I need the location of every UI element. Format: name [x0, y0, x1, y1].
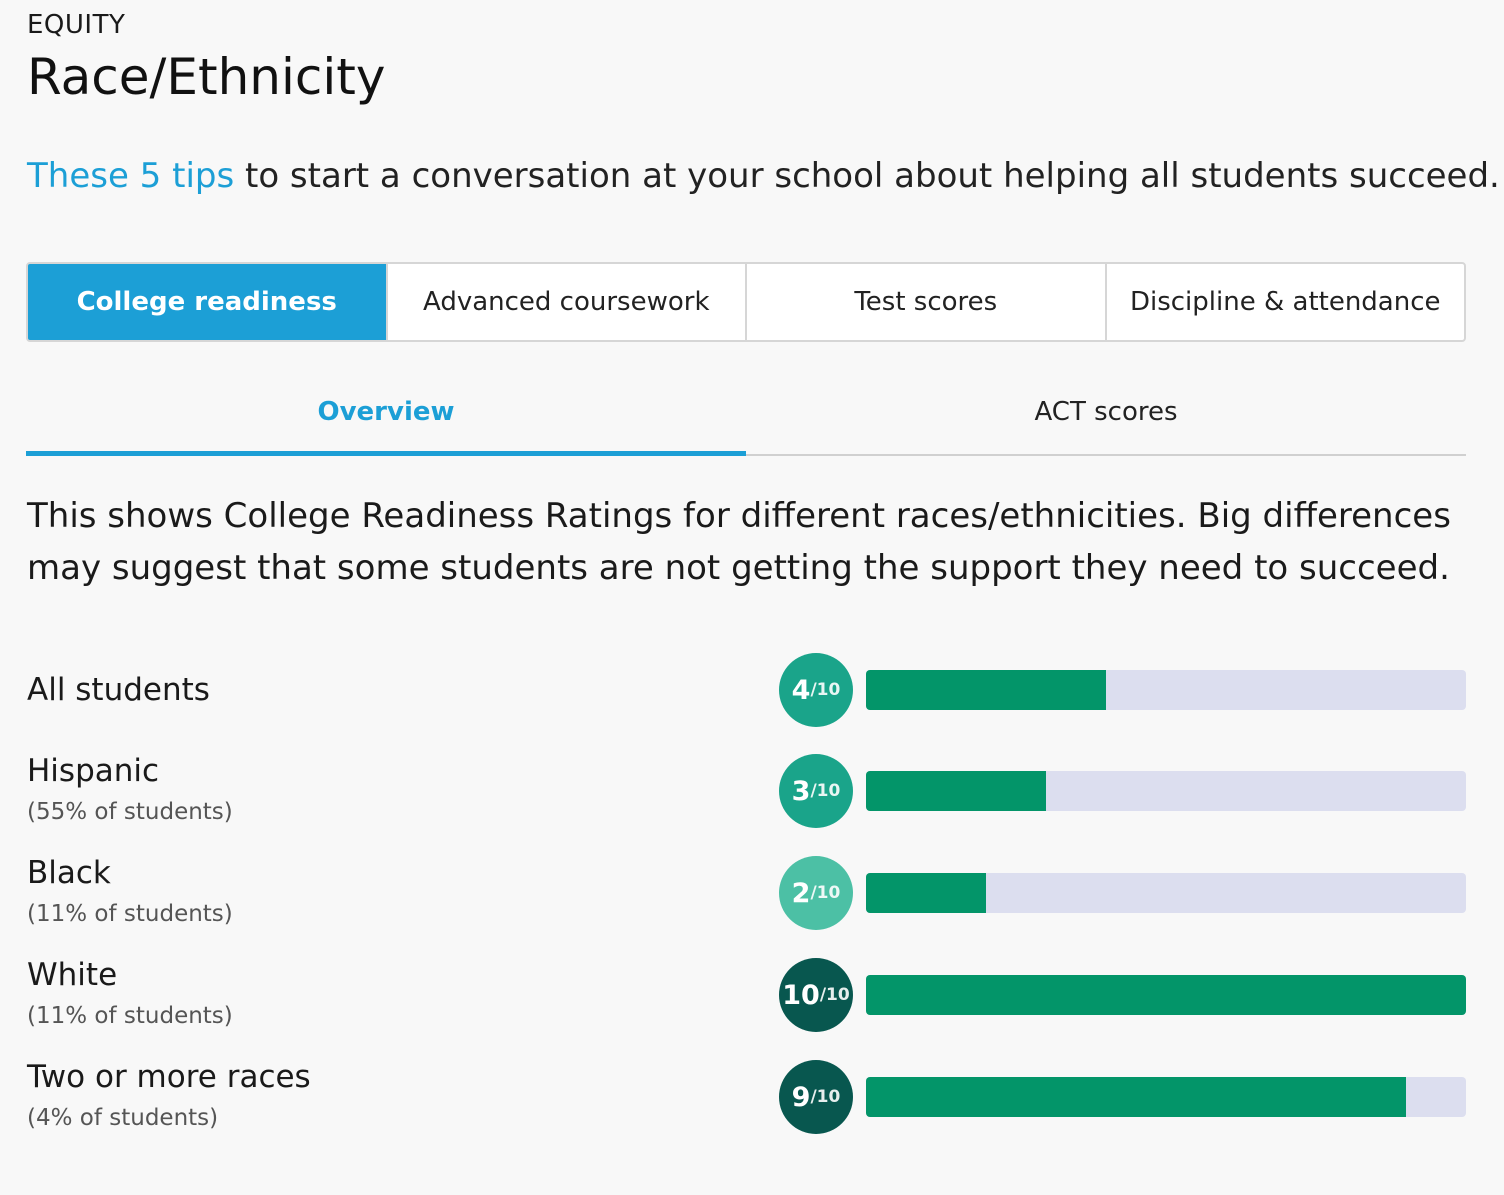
group-label: Black [27, 855, 111, 891]
tab-advanced-coursework[interactable]: Advanced coursework [388, 264, 747, 340]
rating-bar-track [866, 670, 1466, 710]
rating-max: /10 [810, 680, 841, 700]
rating-bar-fill [866, 975, 1466, 1015]
tips-text: to start a conversation at your school a… [234, 156, 1500, 196]
rating-row-hispanic: Hispanic (55% of students) 3/10 [0, 741, 1504, 831]
group-share: (11% of students) [27, 901, 233, 927]
rating-score: 2 [791, 877, 811, 909]
tab-test-scores[interactable]: Test scores [747, 264, 1107, 340]
group-share: (11% of students) [27, 1003, 233, 1029]
rating-badge: 2/10 [779, 856, 853, 930]
group-share: (4% of students) [27, 1105, 219, 1131]
rating-row-black: Black (11% of students) 2/10 [0, 843, 1504, 933]
group-label: All students [27, 672, 210, 708]
rating-max: /10 [819, 985, 850, 1005]
rating-badge: 10/10 [779, 958, 853, 1032]
group-label: White [27, 957, 118, 993]
rating-bar-track [866, 771, 1466, 811]
rating-row-white: White (11% of students) 10/10 [0, 945, 1504, 1035]
rating-bar-track [866, 1077, 1466, 1117]
rating-max: /10 [810, 883, 841, 903]
tab-college-readiness[interactable]: College readiness [28, 264, 388, 340]
rating-badge: 4/10 [779, 653, 853, 727]
rating-badge: 3/10 [779, 754, 853, 828]
tab-discipline-attendance[interactable]: Discipline & attendance [1129, 287, 1441, 317]
subtab-act-scores[interactable]: ACT scores [1034, 397, 1178, 427]
tips-sentence: These 5 tips to start a conversation at … [27, 156, 1500, 196]
rating-bar-fill [866, 1077, 1406, 1117]
rating-score: 3 [791, 775, 811, 807]
rating-score: 4 [791, 674, 811, 706]
tips-link[interactable]: These 5 tips [27, 156, 235, 196]
rating-row-two-or-more-races: Two or more races (4% of students) 9/10 [0, 1047, 1504, 1137]
rating-score: 10 [782, 979, 820, 1011]
rating-bar-track [866, 873, 1466, 913]
view-subtabs: Overview ACT scores [26, 378, 1466, 456]
section-eyebrow: EQUITY [27, 10, 126, 40]
rating-max: /10 [810, 1087, 841, 1107]
page-title: Race/Ethnicity [27, 48, 386, 106]
rating-bar-fill [866, 670, 1106, 710]
group-label: Hispanic [27, 753, 160, 789]
group-share: (55% of students) [27, 799, 233, 825]
description: This shows College Readiness Ratings for… [27, 496, 1451, 588]
rating-row-all-students: All students 4/10 [0, 640, 1504, 730]
topic-tabs: College readiness Advanced coursework Te… [26, 262, 1466, 342]
rating-bar-fill [866, 873, 986, 913]
rating-max: /10 [810, 781, 841, 801]
group-label: Two or more races [27, 1059, 311, 1095]
rating-score: 9 [791, 1081, 811, 1113]
subtab-overview[interactable]: Overview [26, 378, 746, 456]
rating-bar-fill [866, 771, 1046, 811]
rating-bar-track [866, 975, 1466, 1015]
rating-badge: 9/10 [779, 1060, 853, 1134]
